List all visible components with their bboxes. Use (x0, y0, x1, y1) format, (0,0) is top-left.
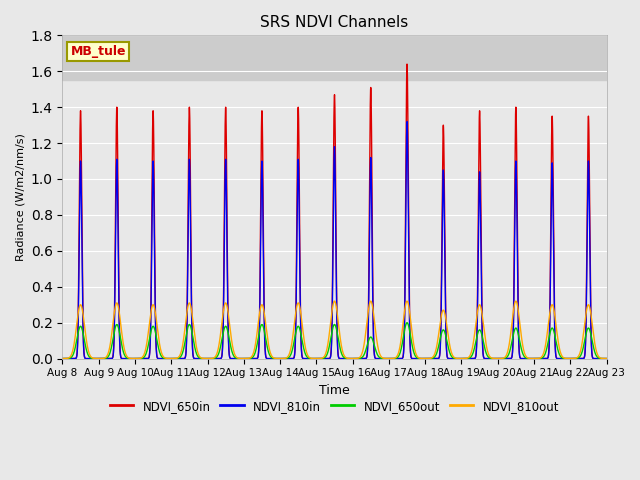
NDVI_650out (410, 348, 417, 354)
NDVI_650out (601, 356, 609, 361)
Title: SRS NDVI Channels: SRS NDVI Channels (260, 15, 408, 30)
Line: NDVI_650out: NDVI_650out (63, 323, 607, 359)
NDVI_810in (410, 356, 417, 361)
NDVI_650out (175, 355, 182, 361)
NDVI_810in (175, 356, 182, 361)
NDVI_810in (603, 356, 611, 361)
NDVI_650in (59, 356, 67, 361)
X-axis label: Time: Time (319, 384, 350, 397)
NDVI_650in (603, 356, 611, 361)
Line: NDVI_650in: NDVI_650in (63, 64, 607, 359)
NDVI_810out (603, 356, 611, 361)
Line: NDVI_810in: NDVI_810in (63, 121, 607, 359)
NDVI_810out (487, 355, 495, 360)
NDVI_810out (410, 340, 417, 346)
NDVI_650out (487, 356, 495, 361)
Legend: NDVI_650in, NDVI_810in, NDVI_650out, NDVI_810out: NDVI_650in, NDVI_810in, NDVI_650out, NDV… (105, 395, 564, 417)
NDVI_650in (601, 356, 609, 361)
Bar (63, 32, 607, 80)
NDVI_810out (175, 354, 182, 360)
NDVI_650out (59, 356, 67, 361)
Text: MB_tule: MB_tule (70, 45, 126, 58)
NDVI_650out (262, 338, 270, 344)
NDVI_650in (403, 61, 411, 67)
NDVI_650in (262, 355, 270, 360)
NDVI_810out (512, 298, 520, 304)
NDVI_810in (59, 356, 67, 361)
NDVI_810in (169, 356, 177, 361)
NDVI_650in (175, 356, 182, 361)
NDVI_810in (601, 356, 609, 361)
NDVI_810out (59, 356, 67, 361)
NDVI_650out (403, 320, 411, 325)
NDVI_810in (403, 119, 411, 124)
NDVI_650out (169, 356, 177, 361)
NDVI_810in (262, 355, 270, 360)
NDVI_810out (262, 324, 270, 330)
NDVI_650in (410, 356, 417, 361)
NDVI_650in (487, 356, 495, 361)
NDVI_810in (487, 356, 495, 361)
Line: NDVI_810out: NDVI_810out (63, 301, 607, 359)
NDVI_810out (169, 356, 177, 361)
Y-axis label: Radiance (W/m2/nm/s): Radiance (W/m2/nm/s) (15, 133, 25, 261)
NDVI_650out (603, 356, 611, 361)
NDVI_650in (169, 356, 177, 361)
NDVI_810out (601, 356, 609, 361)
